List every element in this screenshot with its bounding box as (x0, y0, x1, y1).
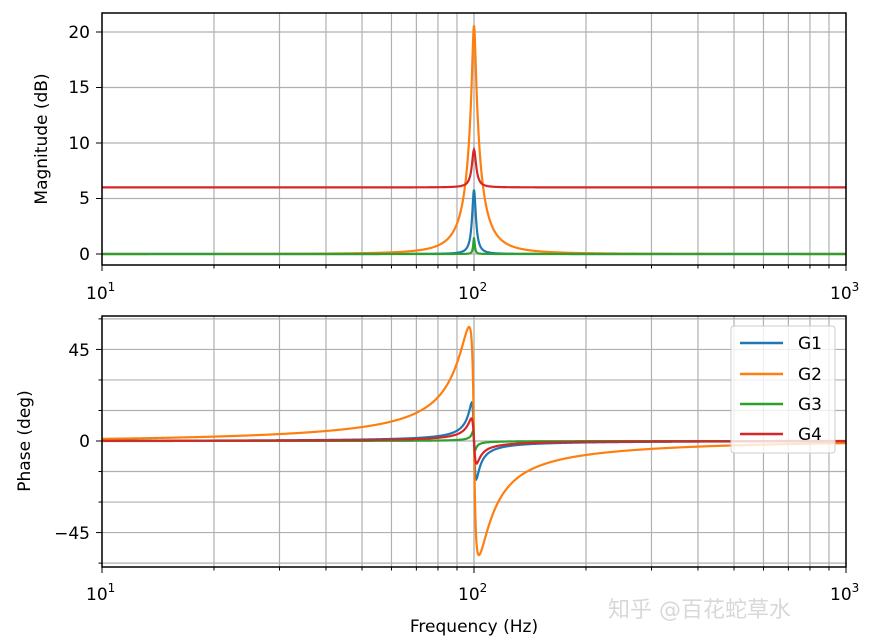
phase-tick-0: 0 (79, 432, 90, 452)
svg-text:103: 103 (830, 581, 859, 605)
svg-text:101: 101 (86, 280, 115, 304)
mag-tick-20: 20 (68, 23, 90, 43)
mag-tick-10: 10 (68, 134, 90, 154)
legend-entry-g3: G3 (740, 395, 822, 415)
legend: G1 G2 G3 G4 (730, 325, 836, 454)
phase-tick-neg45: −45 (54, 524, 90, 544)
phase-line-g4 (102, 417, 846, 465)
svg-text:103: 103 (830, 280, 859, 304)
svg-text:101: 101 (86, 581, 115, 605)
magnitude-ticks (96, 31, 847, 271)
phase-xtick-label-3: 103 (830, 581, 859, 605)
magnitude-ylabel: Magnitude (dB) (32, 73, 52, 204)
phase-tick-45: 45 (68, 341, 90, 361)
mag-tick-15: 15 (68, 78, 90, 98)
magnitude-lines (102, 25, 846, 256)
mag-xtick-label-3: 103 (830, 280, 859, 304)
mag-xtick-label-1: 101 (86, 280, 115, 304)
phase-xtick-label-2: 102 (458, 581, 487, 605)
svg-text:G2: G2 (798, 365, 822, 385)
frequency-xlabel: Frequency (Hz) (410, 617, 538, 637)
magnitude-line-g3 (102, 237, 846, 256)
mag-tick-5: 5 (79, 189, 90, 209)
legend-entry-g1: G1 (740, 334, 822, 354)
phase-xtick-label-1: 101 (86, 581, 115, 605)
svg-text:102: 102 (458, 581, 487, 605)
phase-ylabel: Phase (deg) (15, 390, 35, 491)
svg-text:G3: G3 (798, 395, 822, 415)
svg-text:102: 102 (458, 280, 487, 304)
legend-entry-g4: G4 (740, 425, 822, 445)
magnitude-axes: 20 15 10 5 0 Magnitude (dB) 101 102 103 (32, 12, 859, 304)
magnitude-line-g4 (102, 146, 846, 189)
phase-axes: 45 0 −45 Phase (deg) 101 102 103 Frequen… (15, 315, 859, 637)
svg-text:G1: G1 (798, 334, 822, 354)
mag-xtick-label-2: 102 (458, 280, 487, 304)
watermark: 知乎 @百花蛇草水 (608, 598, 791, 623)
legend-entry-g2: G2 (740, 365, 822, 385)
mag-tick-0: 0 (79, 245, 90, 265)
legend-box (730, 325, 836, 454)
magnitude-grid (101, 13, 847, 265)
phase-ticks (96, 318, 847, 573)
svg-text:G4: G4 (798, 425, 822, 445)
phase-lines (102, 325, 846, 557)
